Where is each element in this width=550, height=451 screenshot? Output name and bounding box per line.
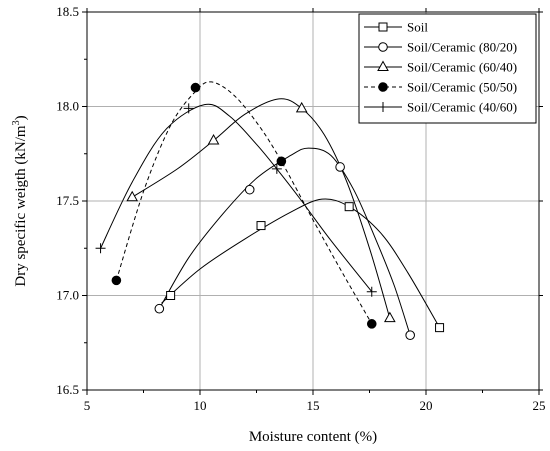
data-point — [383, 311, 396, 323]
data-point — [435, 323, 445, 333]
x-tick-label: 10 — [194, 398, 207, 413]
data-point — [271, 163, 282, 174]
legend-marker — [378, 82, 388, 92]
data-point — [126, 190, 139, 202]
fit-curve-2 — [158, 147, 411, 336]
data-point — [335, 162, 345, 172]
data-point — [366, 319, 377, 329]
data-point — [244, 184, 255, 195]
y-tick-label: 18.5 — [56, 4, 79, 19]
legend-label: Soil/Ceramic (40/60) — [407, 100, 517, 115]
axis-ticks: 5 10 15 20 25 16.5 17.0 17.5 18.0 18.5 — [56, 4, 545, 413]
legend-marker — [378, 22, 388, 32]
data-point — [190, 82, 201, 93]
y-tick-label: 17.5 — [56, 193, 79, 208]
fit-curve-4 — [115, 81, 373, 325]
x-tick-label: 20 — [420, 398, 433, 413]
data-markers — [95, 82, 445, 340]
data-point — [256, 221, 266, 231]
legend-label: Soil — [407, 20, 428, 35]
legend-label: Soil/Ceramic (60/40) — [407, 60, 517, 75]
fit-curve-3 — [131, 98, 391, 319]
legend-label: Soil/Ceramic (80/20) — [407, 40, 517, 55]
legend: Soil Soil/Ceramic (80/20) Soil/Ceramic (60… — [358, 13, 537, 124]
legend-box — [358, 13, 537, 124]
y-tick-label: 18.0 — [56, 99, 79, 114]
data-point — [207, 133, 220, 145]
data-point — [405, 330, 415, 340]
y-axis-title: Dry specific weigth (kN/m3) — [11, 115, 29, 286]
legend-marker — [378, 42, 388, 52]
data-point — [154, 303, 165, 314]
data-point — [276, 156, 287, 167]
fit-curves — [100, 81, 441, 336]
data-point — [344, 202, 354, 212]
data-point — [111, 275, 122, 286]
data-point — [166, 291, 176, 300]
fit-curve-5 — [100, 103, 373, 293]
legend-label: Soil/Ceramic (50/50) — [407, 80, 517, 95]
data-point — [95, 243, 106, 254]
y-axis-title-superscript: 3 — [11, 120, 22, 125]
y-axis-title-end: ) — [13, 115, 29, 120]
y-axis-title-main: Dry specific weigth (kN/m — [13, 125, 29, 287]
legend-marker — [377, 60, 389, 71]
fit-curve-1 — [161, 198, 441, 328]
legend-marker — [378, 102, 388, 112]
y-tick-label: 16.5 — [56, 382, 79, 397]
x-tick-label: 25 — [533, 398, 546, 413]
data-point — [183, 103, 194, 114]
x-tick-label: 5 — [84, 398, 91, 413]
x-axis-title: Moisture content (%) — [249, 429, 377, 445]
y-tick-label: 17.0 — [56, 288, 79, 303]
data-point — [366, 286, 377, 297]
x-tick-label: 15 — [307, 398, 320, 413]
data-point — [295, 101, 308, 113]
